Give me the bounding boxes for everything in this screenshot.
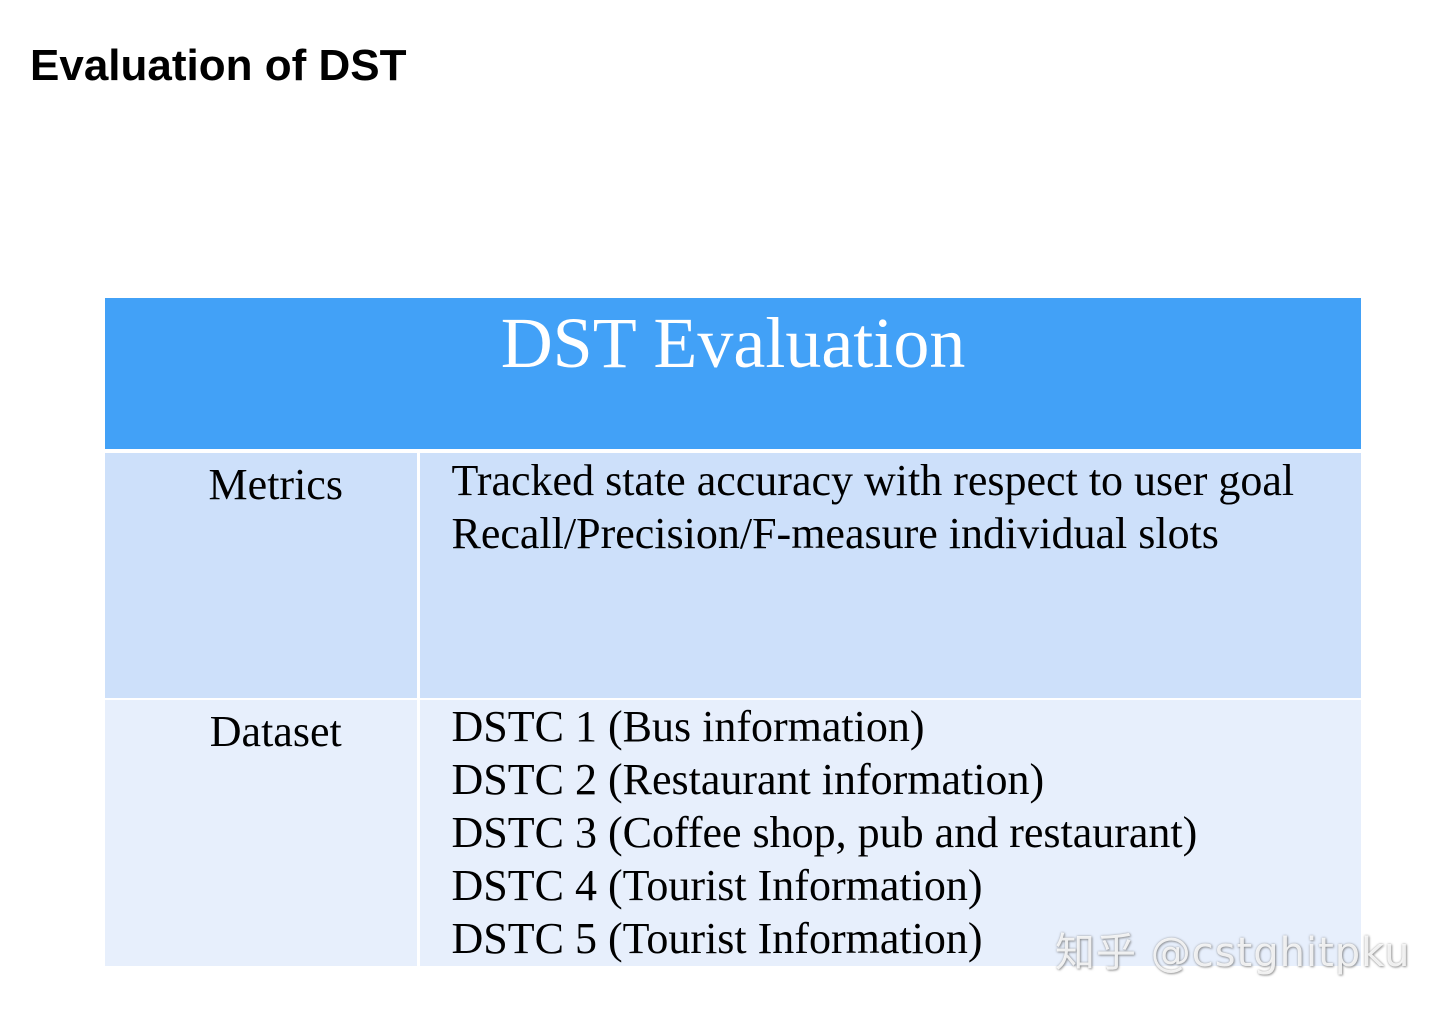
evaluation-table: DST Evaluation Metrics Tracked state acc… (105, 298, 1361, 966)
watermark: 知乎 @cstghitpku (1055, 930, 1411, 976)
dataset-line: DSTC 5 (Tourist Information) (451, 914, 983, 963)
metrics-line: Tracked state accuracy with respect to u… (451, 456, 1295, 505)
table-header-text: DST Evaluation (500, 303, 966, 383)
dataset-label: Dataset (209, 707, 342, 756)
dataset-label-cell: Dataset (105, 698, 420, 966)
metrics-label-cell: Metrics (105, 451, 420, 699)
metrics-line: Recall/Precision/F-measure individual sl… (451, 509, 1219, 558)
table-header-row: DST Evaluation (105, 298, 1361, 453)
metrics-label: Metrics (208, 460, 343, 509)
dataset-line: DSTC 2 (Restaurant information) (451, 755, 1045, 804)
dataset-line: DSTC 1 (Bus information) (451, 702, 925, 751)
table-header-cell: DST Evaluation (105, 298, 1361, 453)
dataset-line: DSTC 4 (Tourist Information) (451, 861, 983, 910)
metrics-content-cell: Tracked state accuracy with respect to u… (418, 451, 1361, 699)
dataset-line: DSTC 3 (Coffee shop, pub and restaurant) (451, 808, 1198, 857)
table-row-dataset: Dataset DSTC 1 (Bus information) DSTC 2 … (105, 698, 1361, 966)
dataset-content-cell: DSTC 1 (Bus information) DSTC 2 (Restaur… (418, 698, 1361, 966)
table-row-metrics: Metrics Tracked state accuracy with resp… (105, 451, 1361, 699)
slide-title: Evaluation of DST (30, 41, 407, 90)
